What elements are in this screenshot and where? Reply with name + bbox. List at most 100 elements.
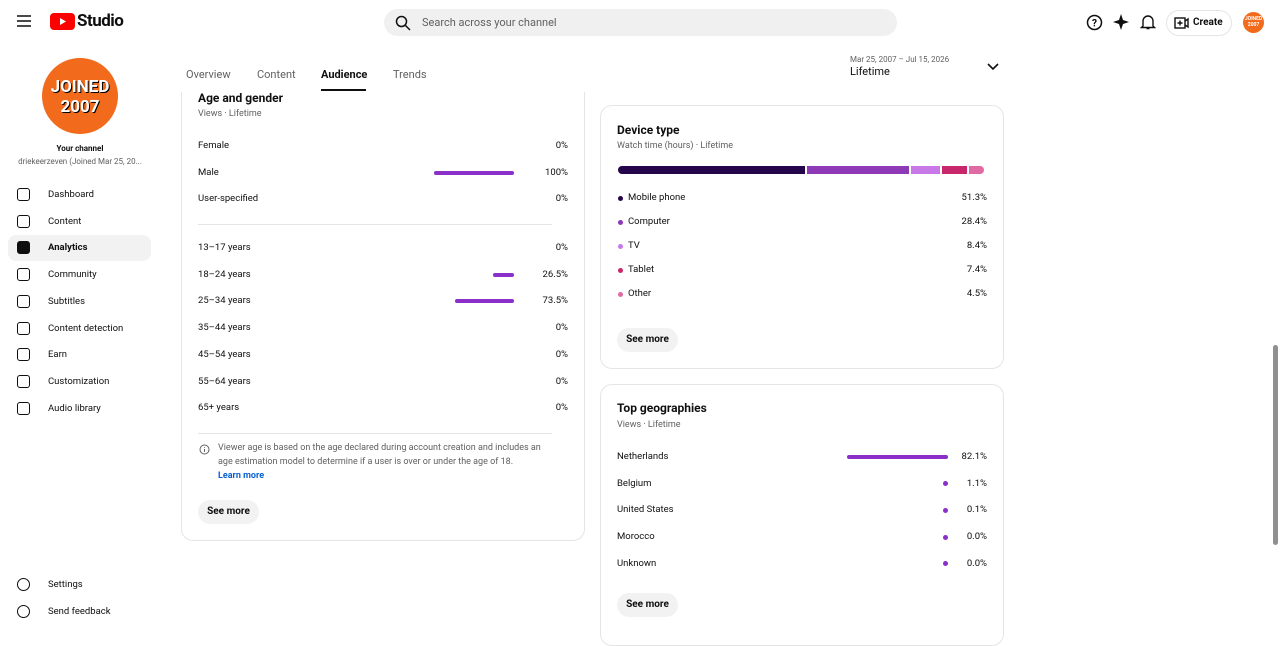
see-more-button[interactable]: See more bbox=[617, 328, 678, 352]
header-avatar[interactable]: JOINED 2007 bbox=[1243, 12, 1264, 33]
tab[interactable]: Content bbox=[257, 68, 296, 81]
legend-dot bbox=[618, 243, 623, 249]
row-value: 0.0% bbox=[966, 557, 987, 569]
top-bar: Studio Search across your channel ? Crea… bbox=[0, 0, 1280, 44]
divider bbox=[198, 433, 552, 434]
row-label: 18–24 years bbox=[198, 268, 251, 280]
tab[interactable]: Trends bbox=[393, 68, 427, 81]
row-value: 0% bbox=[555, 140, 568, 151]
legend-label: Mobile phone bbox=[628, 192, 686, 203]
avatar-line: 2007 bbox=[60, 97, 100, 117]
row-value: 0% bbox=[555, 375, 568, 387]
row-label: Male bbox=[198, 166, 219, 178]
nav-label: Community bbox=[48, 269, 97, 281]
nav-icon bbox=[17, 294, 30, 308]
row-label: 35–44 years bbox=[198, 322, 251, 334]
nav-label[interactable]: Settings bbox=[48, 579, 83, 590]
row-value: 0.1% bbox=[966, 504, 987, 516]
legend-label: TV bbox=[628, 240, 640, 251]
nav-label: Audio library bbox=[48, 402, 101, 414]
tab-bar: Mar 25, 2007 – Jul 15, 2026 Lifetime Ove… bbox=[165, 44, 1270, 92]
bar bbox=[943, 534, 948, 540]
bar bbox=[943, 481, 948, 487]
card-title: Top geographies bbox=[617, 401, 707, 415]
nav-icon bbox=[17, 374, 30, 388]
date-range: Mar 25, 2007 – Jul 15, 2026 bbox=[850, 55, 950, 64]
row-value: 73.5% bbox=[542, 295, 568, 307]
card-subtitle: Watch time (hours) · Lifetime bbox=[617, 141, 734, 151]
top-geographies-card: Top geographies Views · Lifetime See mor… bbox=[600, 384, 1004, 646]
stacked-segment bbox=[911, 166, 941, 174]
channel-avatar[interactable]: JOINED 2007 bbox=[42, 58, 118, 134]
legend-value: 8.4% bbox=[966, 240, 987, 251]
nav-label: Customization bbox=[48, 375, 110, 387]
see-more-button[interactable]: See more bbox=[198, 500, 259, 524]
row-value: 0.0% bbox=[966, 531, 987, 543]
divider bbox=[198, 224, 552, 225]
row-label: Belgium bbox=[617, 477, 652, 489]
create-icon bbox=[1174, 17, 1189, 29]
row-value: 0% bbox=[555, 348, 568, 360]
nav-icon bbox=[17, 578, 30, 591]
row-value: 0% bbox=[555, 242, 568, 253]
see-more-button[interactable]: See more bbox=[617, 593, 678, 617]
nav-item[interactable] bbox=[8, 235, 151, 262]
nav-icon bbox=[17, 348, 30, 362]
legend-value: 4.5% bbox=[966, 288, 987, 299]
legend-dot bbox=[618, 219, 623, 225]
card-subtitle: Views · Lifetime bbox=[198, 109, 262, 119]
search-box[interactable]: Search across your channel bbox=[384, 9, 897, 36]
info-icon bbox=[199, 444, 210, 455]
bar bbox=[492, 272, 514, 277]
legend-dot bbox=[618, 267, 623, 273]
row-label: United States bbox=[617, 504, 674, 516]
help-icon[interactable]: ? bbox=[1086, 14, 1103, 31]
bell-icon[interactable] bbox=[1140, 14, 1156, 30]
tab[interactable]: Audience bbox=[321, 68, 368, 81]
nav-label: Content bbox=[48, 215, 82, 227]
stacked-segment bbox=[942, 166, 968, 174]
row-value: 0% bbox=[555, 193, 568, 205]
row-label: Unknown bbox=[617, 557, 657, 569]
nav-icon bbox=[17, 268, 30, 282]
nav-icon bbox=[17, 605, 30, 618]
card-subtitle: Views · Lifetime bbox=[617, 420, 681, 430]
row-value: 26.5% bbox=[542, 268, 568, 280]
learn-more-link[interactable]: Learn more bbox=[218, 471, 265, 481]
row-label: 65+ years bbox=[198, 402, 240, 414]
scrollbar[interactable] bbox=[1273, 345, 1278, 545]
nav-label[interactable]: Send feedback bbox=[48, 606, 111, 617]
stacked-segment bbox=[969, 166, 984, 174]
nav-icon bbox=[17, 321, 30, 335]
row-value: 1.1% bbox=[966, 477, 987, 489]
bar bbox=[943, 561, 948, 567]
legend-value: 7.4% bbox=[966, 264, 987, 275]
channel-title: Your channel bbox=[56, 144, 104, 153]
card-title: Device type bbox=[617, 123, 680, 137]
logo-text[interactable]: Studio bbox=[77, 11, 124, 31]
legend-dot bbox=[618, 195, 623, 201]
create-button[interactable]: Create bbox=[1166, 10, 1232, 36]
legend-dot bbox=[618, 291, 623, 297]
tab[interactable]: Overview bbox=[186, 68, 231, 81]
device-type-card: Device type Watch time (hours) · Lifetim… bbox=[600, 105, 1004, 369]
svg-text:?: ? bbox=[1092, 19, 1097, 30]
card-title: Age and gender bbox=[198, 91, 283, 105]
row-label: Netherlands bbox=[617, 451, 669, 462]
menu-icon[interactable] bbox=[17, 14, 33, 28]
bar bbox=[434, 170, 514, 175]
channel-subtitle: driekeerzeven (Joined Mar 25, 20... bbox=[18, 157, 142, 166]
dropdown-icon[interactable] bbox=[987, 63, 999, 71]
age-gender-card: Age and gender Views · Lifetime Viewer a… bbox=[181, 74, 585, 541]
row-value: 82.1% bbox=[961, 451, 987, 462]
nav-label: Dashboard bbox=[48, 189, 94, 200]
row-label: Morocco bbox=[617, 531, 655, 543]
legend-label: Tablet bbox=[628, 264, 655, 275]
legend-value: 28.4% bbox=[961, 216, 987, 227]
row-label: User-specified bbox=[198, 193, 259, 205]
create-label: Create bbox=[1193, 17, 1223, 28]
sparkle-icon[interactable] bbox=[1113, 14, 1129, 30]
logo-icon[interactable] bbox=[50, 13, 75, 30]
nav-icon bbox=[17, 401, 30, 415]
